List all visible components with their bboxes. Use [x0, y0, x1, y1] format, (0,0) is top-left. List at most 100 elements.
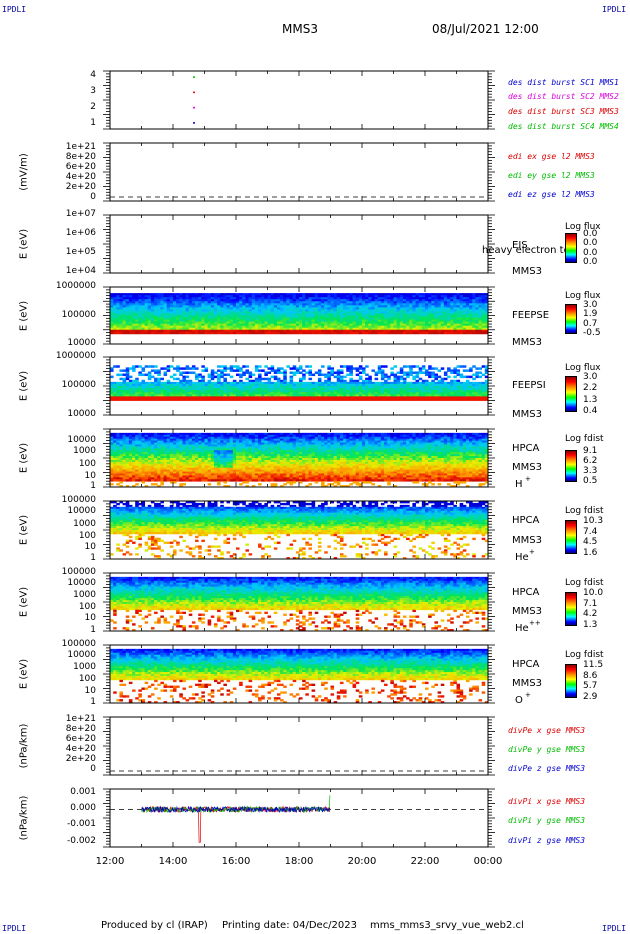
heatmap-cell [321, 293, 325, 296]
heatmap-cell [355, 303, 360, 306]
heatmap-cell [431, 299, 435, 302]
heatmap-cell [459, 317, 464, 320]
heatmap-cell [150, 299, 155, 302]
heatmap-cell [428, 307, 432, 310]
heatmap-cell [251, 319, 256, 323]
heatmap-cell [242, 398, 246, 401]
heatmap-cell [462, 331, 467, 335]
heatmap-cell [377, 315, 382, 318]
heatmap-cell [213, 371, 218, 374]
heatmap-cell [302, 295, 306, 298]
heatmap-cell [157, 295, 161, 298]
heatmap-cell [201, 375, 205, 379]
heatmap-cell [226, 315, 231, 318]
heatmap-cell [368, 313, 372, 316]
heatmap-cell [481, 307, 486, 310]
heatmap-cell [163, 388, 168, 391]
heatmap-cell [267, 367, 272, 370]
heatmap-cell [191, 383, 196, 387]
heatmap-cell [314, 386, 319, 389]
heatmap-cell [248, 309, 253, 312]
heatmap-cell [141, 388, 146, 391]
heatmap-cell [311, 319, 316, 323]
heatmap-cell [399, 303, 404, 306]
heatmap-cell [217, 317, 221, 320]
heatmap-cell [125, 303, 130, 306]
heatmap-cell [122, 301, 127, 304]
heatmap-cell [418, 323, 423, 327]
heatmap-cell [122, 379, 127, 383]
heatmap-cell [160, 398, 164, 401]
heatmap-cell [141, 307, 146, 310]
heatmap-cell [434, 323, 438, 327]
heatmap-cell [459, 398, 464, 401]
heatmap-cell [336, 297, 341, 300]
heatmap-cell [406, 327, 410, 331]
heatmap-cell [299, 313, 303, 316]
heatmap-cell [132, 398, 136, 401]
heatmap-cell [333, 398, 338, 401]
heatmap-cell [324, 375, 328, 379]
heatmap-cell [327, 329, 331, 333]
heatmap-cell [245, 386, 249, 389]
heatmap-cell [324, 331, 328, 335]
heatmap-cell [254, 331, 259, 335]
heatmap-cell [147, 479, 152, 482]
heatmap-cell [248, 297, 253, 300]
heatmap-cell [456, 293, 461, 296]
heatmap-cell [138, 313, 142, 316]
heatmap-cell [185, 305, 190, 308]
heatmap-cell [365, 373, 369, 377]
heatmap-cell [223, 323, 227, 327]
heatmap-cell [141, 396, 146, 399]
heatmap-cell [295, 398, 300, 401]
heatmap-cell [475, 317, 479, 320]
heatmap-cell [173, 293, 177, 296]
heatmap-cell [339, 327, 344, 331]
heatmap-cell [122, 309, 127, 312]
heatmap-cell [387, 299, 391, 302]
heatmap-cell [475, 327, 479, 331]
heatmap-cell [437, 311, 442, 314]
heatmap-cell [289, 315, 294, 318]
heatmap-cell [147, 373, 152, 377]
heatmap-cell [179, 371, 183, 374]
heatmap-cell [204, 311, 209, 314]
heatmap-cell [160, 392, 164, 395]
heatmap-cell [283, 309, 287, 312]
heatmap-cell [113, 325, 117, 329]
heatmap-cell [305, 390, 309, 393]
heatmap-cell [128, 311, 133, 314]
heatmap-cell [421, 293, 426, 296]
heatmap-cell [223, 388, 227, 391]
heatmap-cell [270, 396, 275, 399]
heatmap-cell [226, 373, 231, 377]
heatmap-cell [185, 371, 190, 374]
heatmap-cell [469, 311, 473, 314]
heatmap-cell [327, 319, 331, 323]
heatmap-cell [163, 309, 168, 312]
heatmap-cell [182, 375, 186, 379]
heatmap-cell [201, 392, 205, 395]
heatmap-cell [138, 365, 142, 368]
heatmap-cell [343, 297, 347, 300]
heatmap-cell [399, 327, 404, 331]
heatmap-cell [144, 295, 149, 298]
heatmap-cell [484, 301, 489, 304]
heatmap-cell [443, 331, 448, 335]
heatmap-cell [286, 315, 290, 318]
heatmap-cell [113, 390, 117, 393]
heatmap-cell [475, 305, 479, 308]
heatmap-cell [147, 383, 152, 387]
heatmap-cell [125, 321, 130, 325]
heatmap-cell [245, 388, 249, 391]
heatmap-cell [283, 331, 287, 335]
heatmap-cell [110, 323, 114, 327]
heatmap-cell [258, 390, 262, 393]
heatmap-cell [169, 390, 174, 393]
heatmap-cell [292, 309, 297, 312]
heatmap-cell [141, 373, 146, 377]
heatmap-cell [276, 394, 281, 397]
heatmap-cell [254, 327, 259, 331]
heatmap-cell [368, 305, 372, 308]
